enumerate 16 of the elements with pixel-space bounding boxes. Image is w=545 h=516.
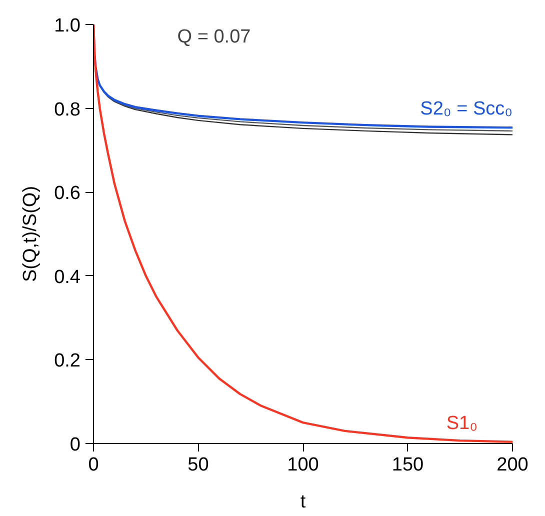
y-tick-label: 0.8 [54, 99, 81, 120]
y-tick-label: 0 [70, 434, 81, 456]
x-tick-label: 200 [496, 454, 528, 476]
x-tick-label: 0 [88, 454, 99, 476]
series-label: S2₀ = Scc₀ [420, 98, 513, 120]
x-tick-label: 150 [392, 454, 424, 476]
annotation: Q = 0.07 [177, 26, 251, 48]
x-tick-label: 100 [287, 454, 319, 476]
y-axis-title: S(Q,t)/S(Q) [20, 186, 42, 282]
series-label: S1₀ [446, 412, 478, 434]
x-axis-title: t [300, 492, 306, 512]
y-tick-label: 0.6 [54, 183, 81, 204]
x-tick-label: 50 [188, 454, 209, 476]
y-tick-label: 0.2 [54, 350, 81, 372]
y-tick-label: 0.4 [54, 266, 81, 288]
y-tick-label: 1.0 [54, 16, 81, 36]
